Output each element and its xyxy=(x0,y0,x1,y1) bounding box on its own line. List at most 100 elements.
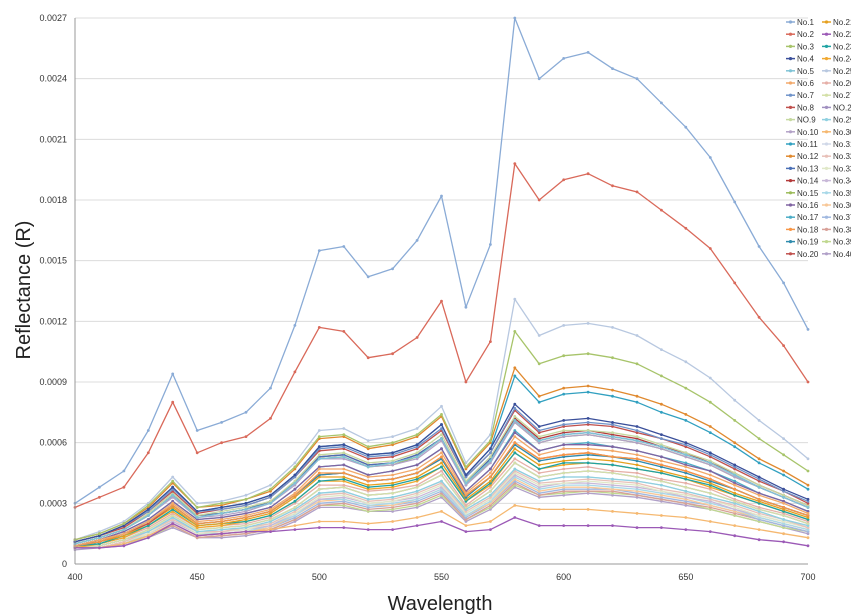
data-point xyxy=(684,455,688,459)
data-point xyxy=(757,501,761,505)
data-point xyxy=(684,461,688,465)
data-point xyxy=(489,497,492,501)
data-point xyxy=(244,520,248,523)
data-point xyxy=(782,453,785,457)
data-point xyxy=(342,491,346,495)
data-point xyxy=(415,336,419,339)
data-point xyxy=(195,534,199,538)
data-point xyxy=(782,520,785,523)
data-point xyxy=(489,508,492,511)
data-point xyxy=(660,459,663,463)
data-point xyxy=(806,536,810,540)
data-point xyxy=(366,479,370,483)
data-point xyxy=(635,481,639,485)
data-point xyxy=(195,512,199,515)
data-point xyxy=(220,532,224,536)
y-tick-label: 0.0027 xyxy=(39,13,67,23)
data-point xyxy=(146,514,150,517)
data-point xyxy=(415,499,419,503)
data-point xyxy=(293,514,297,517)
data-point xyxy=(171,520,175,523)
data-point xyxy=(660,489,663,493)
data-point xyxy=(415,501,419,505)
data-point xyxy=(586,457,590,461)
data-point xyxy=(195,506,199,509)
data-point xyxy=(635,437,639,440)
data-point xyxy=(440,455,443,459)
data-point xyxy=(415,445,419,449)
data-point xyxy=(317,483,321,487)
data-point xyxy=(342,427,346,430)
data-point xyxy=(660,514,663,517)
data-point xyxy=(684,453,688,457)
data-point xyxy=(489,504,492,507)
data-point xyxy=(611,449,614,453)
data-point xyxy=(220,421,224,424)
data-point xyxy=(171,514,175,517)
data-point xyxy=(366,455,370,459)
data-point xyxy=(733,465,737,469)
data-point xyxy=(244,504,248,507)
data-point xyxy=(562,429,566,432)
data-point xyxy=(586,429,590,432)
data-point xyxy=(757,520,761,523)
data-point xyxy=(440,451,443,455)
data-point xyxy=(122,534,126,538)
data-point xyxy=(708,481,712,485)
data-point xyxy=(146,536,150,540)
data-point xyxy=(342,485,346,489)
data-point xyxy=(684,489,688,493)
data-point xyxy=(757,516,761,519)
data-point xyxy=(342,330,346,333)
data-point xyxy=(782,540,785,544)
data-point xyxy=(464,475,468,479)
data-point xyxy=(806,506,810,509)
data-point xyxy=(98,546,101,550)
data-point xyxy=(391,506,394,509)
legend-marker xyxy=(788,227,793,231)
legend-marker xyxy=(824,191,829,195)
legend-marker xyxy=(788,44,793,49)
data-point xyxy=(293,518,297,521)
data-point xyxy=(415,463,419,467)
data-point xyxy=(342,520,346,523)
data-point xyxy=(635,441,639,445)
data-point xyxy=(415,447,419,451)
data-point xyxy=(806,532,810,536)
data-point xyxy=(611,326,614,329)
data-point xyxy=(660,479,663,483)
data-point xyxy=(782,489,785,493)
data-point xyxy=(684,497,688,501)
data-point xyxy=(317,491,321,495)
data-point xyxy=(733,473,737,477)
data-point xyxy=(635,526,639,529)
data-point xyxy=(757,475,761,479)
legend-label: No.11 xyxy=(797,140,818,149)
data-point xyxy=(660,526,663,529)
legend-marker xyxy=(788,179,793,183)
legend-marker xyxy=(824,166,829,170)
data-point xyxy=(733,463,737,467)
data-point xyxy=(146,429,150,432)
legend-entry: No.8 xyxy=(786,103,814,112)
data-point xyxy=(806,501,810,505)
data-point xyxy=(782,469,785,473)
data-point xyxy=(733,200,737,204)
data-point xyxy=(342,453,346,457)
data-point xyxy=(611,445,614,449)
data-point xyxy=(537,334,541,337)
data-point xyxy=(757,514,761,517)
data-point xyxy=(415,479,419,483)
data-point xyxy=(415,477,419,481)
data-point xyxy=(269,520,272,523)
legend-marker xyxy=(788,69,793,73)
data-point xyxy=(440,427,443,430)
data-point xyxy=(220,501,224,505)
data-point xyxy=(293,481,297,485)
data-point xyxy=(440,447,443,451)
data-point xyxy=(122,522,126,525)
data-point xyxy=(489,455,492,459)
data-point xyxy=(635,493,639,497)
data-point xyxy=(269,528,272,531)
legend-marker xyxy=(824,227,829,231)
